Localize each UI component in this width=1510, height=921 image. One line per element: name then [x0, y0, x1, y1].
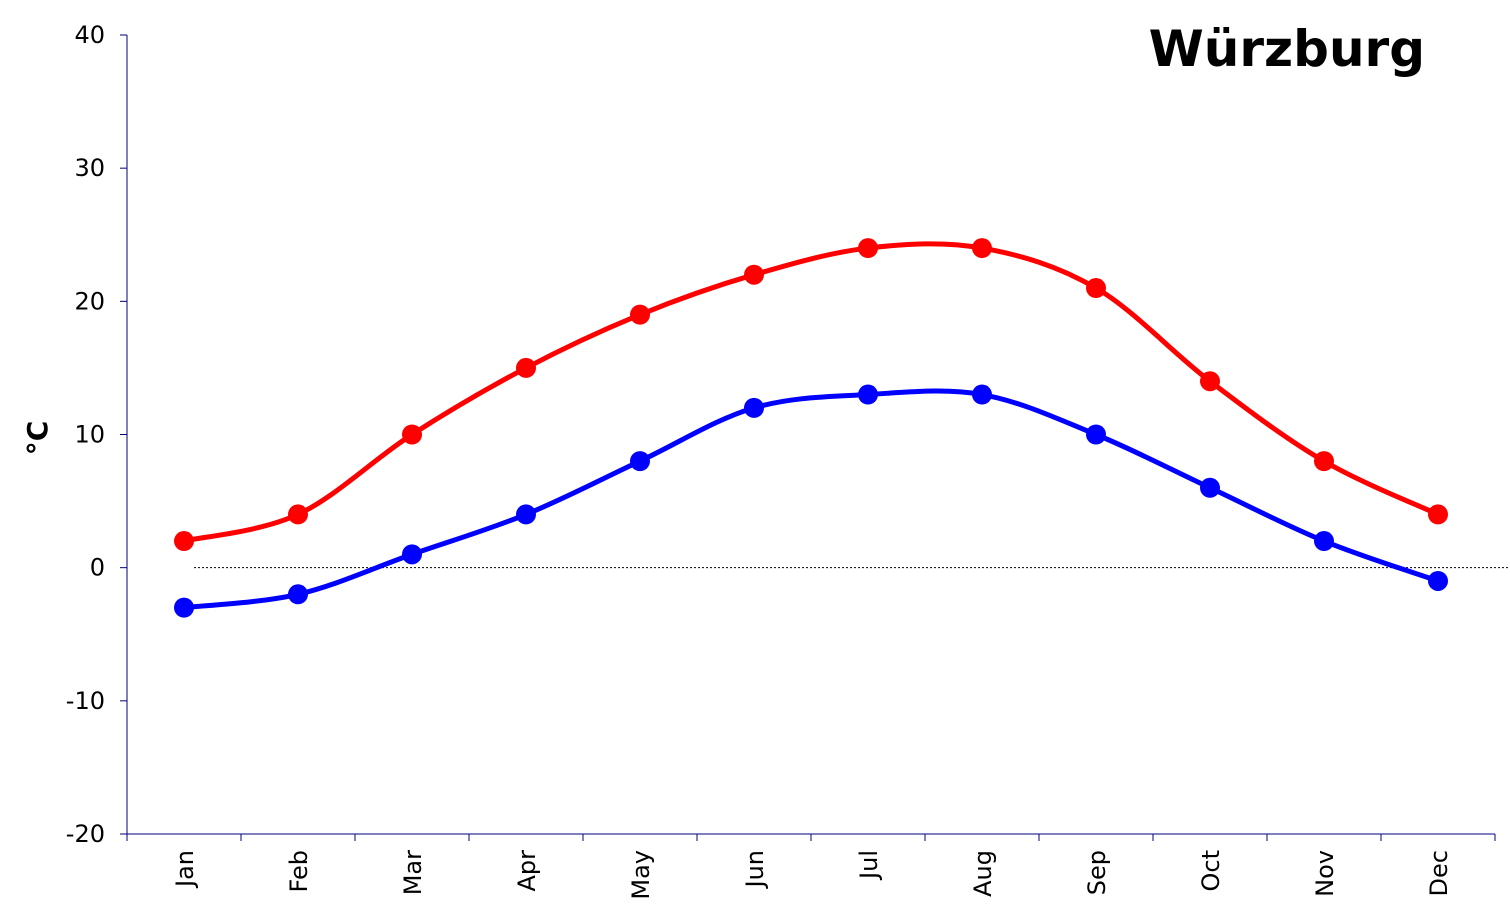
data-point: [744, 264, 764, 285]
data-point: [516, 504, 536, 525]
data-point: [288, 504, 308, 525]
y-tick-label: -10: [66, 687, 105, 715]
data-point: [972, 238, 992, 259]
data-point: [1200, 477, 1220, 498]
data-point: [402, 424, 422, 445]
data-point: [174, 597, 194, 618]
x-tick-label: Nov: [1311, 850, 1339, 897]
data-point: [1086, 278, 1106, 299]
data-point: [1428, 504, 1448, 525]
x-tick-label: Jun: [741, 850, 769, 890]
x-tick-label: Dec: [1425, 850, 1453, 896]
chart-title: Würzburg: [1149, 20, 1425, 78]
data-point: [744, 397, 764, 418]
series-line: [181, 388, 1441, 611]
y-tick-label: 20: [74, 287, 105, 315]
x-tick-label: Feb: [285, 850, 313, 893]
x-tick-label: Oct: [1197, 850, 1225, 892]
data-point: [288, 584, 308, 605]
data-point: [630, 304, 650, 325]
x-tick-label: May: [627, 850, 655, 900]
y-tick-label: 10: [74, 421, 105, 449]
data-point: [858, 384, 878, 405]
x-tick-label: Jul: [855, 850, 883, 881]
data-point: [402, 544, 422, 565]
x-tick-label: Sep: [1083, 850, 1111, 895]
y-tick-label: -20: [66, 820, 105, 848]
data-point: [972, 384, 992, 405]
series-layer: [174, 238, 1448, 618]
data-point: [174, 531, 194, 552]
series-line: [181, 241, 1441, 544]
data-point: [1314, 451, 1334, 472]
x-tick-label: Mar: [399, 850, 427, 895]
y-axis-label: °C: [21, 421, 54, 456]
data-point: [1314, 531, 1334, 552]
data-point: [630, 451, 650, 472]
data-point: [516, 357, 536, 378]
y-tick-label: 0: [90, 554, 105, 582]
axes: -20 -10 0 10 20 30 40 Jan Feb Mar Apr May Jun Jul Aug S…: [66, 21, 1510, 900]
x-tick-label: Apr: [513, 850, 541, 892]
data-point: [1086, 424, 1106, 445]
x-tick-label: Aug: [969, 850, 997, 897]
data-point: [1200, 371, 1220, 392]
data-point: [1428, 570, 1448, 591]
data-point: [858, 238, 878, 259]
y-tick-label: 30: [74, 154, 105, 182]
x-tick-label: Jan: [171, 850, 199, 889]
y-tick-label: 40: [74, 21, 105, 49]
